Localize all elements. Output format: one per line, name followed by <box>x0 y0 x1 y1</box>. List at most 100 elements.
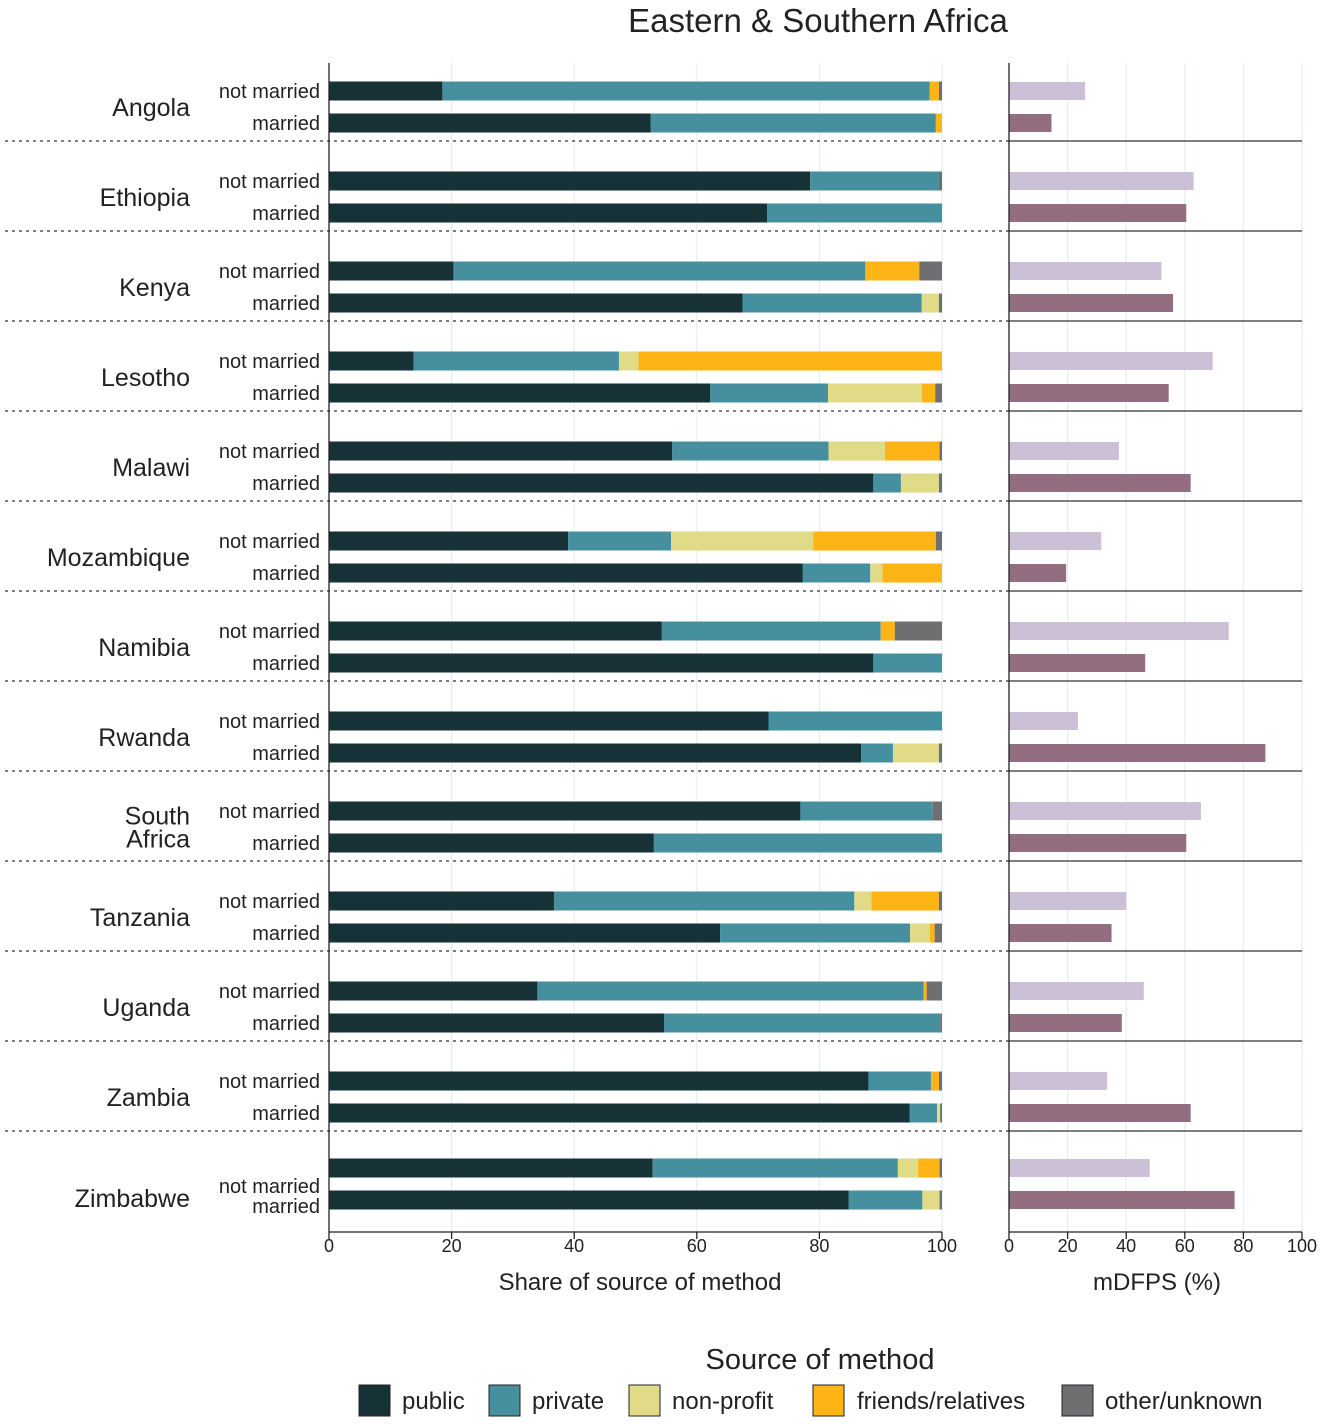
status-label: married <box>252 1196 320 1218</box>
mdfps-bar-kenya-not-married <box>1009 262 1162 280</box>
bar-uganda-not-married-public <box>329 981 538 1001</box>
group-separators <box>5 140 1302 1132</box>
bar-tanzania-married-other-unknown <box>934 923 942 943</box>
left-x-tick-label: 20 <box>442 1236 462 1256</box>
bar-lesotho-not-married-friends-relatives <box>638 351 942 371</box>
bar-namibia-not-married-other-unknown <box>894 621 942 641</box>
bar-zimbabwe-not-married-private <box>652 1158 898 1178</box>
left-panel-gridlines <box>451 63 943 1232</box>
bar-tanzania-married-public <box>329 923 721 943</box>
bar-mozambique-married-non-profit <box>870 563 883 583</box>
bar-tanzania-not-married-public <box>329 891 554 911</box>
bar-lesotho-not-married-public <box>329 351 414 371</box>
status-label: married <box>252 1013 320 1035</box>
legend-swatch-other-unknown <box>1061 1384 1094 1417</box>
mdfps-bar-malawi-not-married <box>1009 442 1119 460</box>
mdfps-bar-south-africa-not-married <box>1009 802 1201 820</box>
country-label-angola: Angola <box>112 94 190 122</box>
bar-south-africa-not-married-other-unknown <box>932 801 942 821</box>
bar-zimbabwe-married-other-unknown <box>939 1190 942 1210</box>
bar-zimbabwe-married-non-profit <box>922 1190 940 1210</box>
mdfps-bar-zimbabwe-married <box>1009 1191 1235 1209</box>
mdfps-bar-tanzania-not-married <box>1009 892 1127 910</box>
status-label: not married <box>219 81 320 103</box>
bar-mozambique-not-married-friends-relatives <box>813 531 936 551</box>
status-label: married <box>252 113 320 135</box>
bar-malawi-married-other-unknown <box>938 473 942 493</box>
bar-tanzania-married-private <box>720 923 911 943</box>
bar-zimbabwe-not-married-public <box>329 1158 653 1178</box>
bar-zambia-married-public <box>329 1103 910 1123</box>
status-label: not married <box>219 171 320 193</box>
bar-malawi-not-married-private <box>672 441 829 461</box>
bar-malawi-married-public <box>329 473 874 493</box>
country-label-mozambique: Mozambique <box>47 544 190 572</box>
mdfps-bar-malawi-married <box>1009 474 1191 492</box>
bar-zimbabwe-not-married-other-unknown <box>939 1158 942 1178</box>
country-label-rwanda: Rwanda <box>98 724 190 752</box>
status-label: not married <box>219 531 320 553</box>
mdfps-bar-kenya-married <box>1009 294 1174 312</box>
bar-lesotho-married-other-unknown <box>935 383 942 403</box>
bar-angola-not-married-private <box>442 81 930 101</box>
bar-mozambique-not-married-private <box>568 531 672 551</box>
country-label-south-africa: Africa <box>126 826 190 854</box>
right-x-tick-label: 60 <box>1175 1236 1195 1256</box>
bar-ethiopia-not-married-other-unknown <box>938 171 942 191</box>
bar-uganda-not-married-friends-relatives <box>923 981 927 1001</box>
right-x-tick-label: 100 <box>1287 1236 1317 1256</box>
chart-title: Eastern & Southern Africa <box>628 2 1008 39</box>
bar-namibia-married-public <box>329 653 874 673</box>
bar-kenya-not-married-public <box>329 261 454 281</box>
status-label: married <box>252 653 320 675</box>
bar-kenya-not-married-other-unknown <box>919 261 942 281</box>
bar-kenya-married-public <box>329 293 743 313</box>
status-label: not married <box>219 1071 320 1093</box>
status-label: not married <box>219 801 320 823</box>
right-x-tick-label: 80 <box>1233 1236 1253 1256</box>
right-x-tick-label: 40 <box>1116 1236 1136 1256</box>
bar-malawi-not-married-other-unknown <box>939 441 942 461</box>
country-label-malawi: Malawi <box>112 454 190 482</box>
bar-uganda-married-private <box>664 1013 941 1033</box>
bar-lesotho-not-married-non-profit <box>618 351 639 371</box>
legend-title: Source of method <box>706 1344 935 1376</box>
bar-namibia-not-married-public <box>329 621 662 641</box>
bar-rwanda-married-public <box>329 743 862 763</box>
bar-uganda-not-married-private <box>537 981 924 1001</box>
status-label: married <box>252 743 320 765</box>
country-label-namibia: Namibia <box>98 634 190 662</box>
legend-label-public: public <box>402 1388 465 1415</box>
left-x-tick-label: 80 <box>809 1236 829 1256</box>
left-x-tick-label: 0 <box>324 1236 334 1256</box>
status-label: married <box>252 563 320 585</box>
bar-tanzania-not-married-other-unknown <box>938 891 942 911</box>
left-x-tick-label: 60 <box>687 1236 707 1256</box>
country-label-tanzania: Tanzania <box>90 904 190 932</box>
bar-namibia-not-married-friends-relatives <box>880 621 895 641</box>
legend-label-friends-relatives: friends/relatives <box>857 1388 1025 1415</box>
status-label: married <box>252 1103 320 1125</box>
left-x-tick-label: 40 <box>564 1236 584 1256</box>
source-share-bars <box>329 81 942 1210</box>
bar-lesotho-married-friends-relatives <box>921 383 936 403</box>
bar-zimbabwe-married-private <box>848 1190 923 1210</box>
legend-swatch-private <box>488 1384 521 1417</box>
bar-namibia-married-private <box>873 653 942 673</box>
bar-mozambique-not-married-other-unknown <box>935 531 942 551</box>
bar-south-africa-married-public <box>329 833 654 853</box>
status-label: married <box>252 293 320 315</box>
country-label-uganda: Uganda <box>102 994 190 1022</box>
mdfps-bar-lesotho-married <box>1009 384 1169 402</box>
bar-kenya-married-other-unknown <box>938 293 942 313</box>
mdfps-bar-angola-not-married <box>1009 82 1086 100</box>
bar-tanzania-not-married-non-profit <box>854 891 872 911</box>
bar-kenya-married-private <box>742 293 922 313</box>
bar-rwanda-married-non-profit <box>892 743 939 763</box>
bar-rwanda-married-private <box>861 743 893 763</box>
bar-zambia-married-non-profit <box>937 1103 941 1123</box>
bar-south-africa-married-private <box>653 833 942 853</box>
bar-zimbabwe-not-married-friends-relatives <box>918 1158 940 1178</box>
right-x-tick-label: 20 <box>1058 1236 1078 1256</box>
